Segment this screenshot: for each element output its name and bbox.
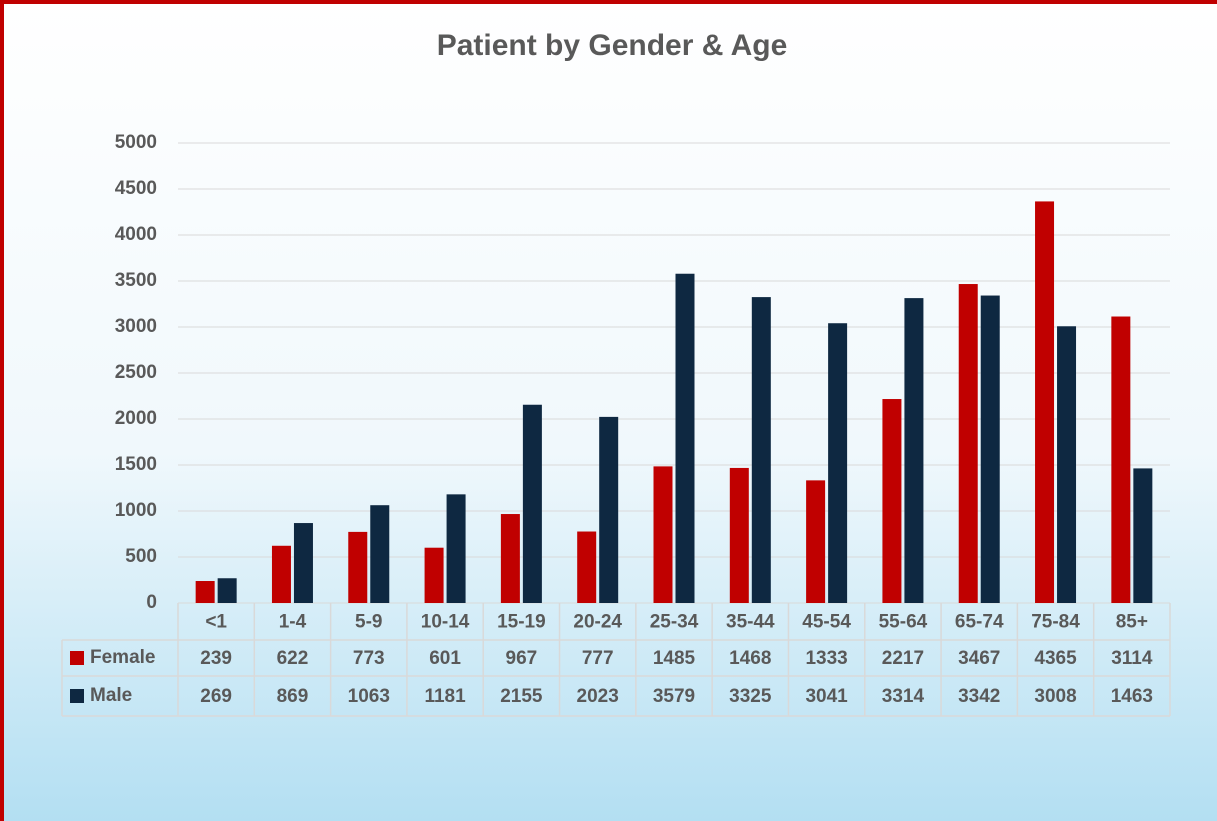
bar: [980, 295, 1000, 603]
y-tick-label: 0: [146, 592, 157, 613]
table-cell: 269: [200, 686, 232, 707]
table-cell: 2023: [577, 686, 619, 707]
legend-swatch: [70, 651, 84, 665]
x-tick-label: 15-19: [497, 612, 546, 633]
x-tick-label: 20-24: [573, 612, 622, 633]
table-cell: 3325: [729, 686, 772, 707]
table-cell: 1333: [805, 648, 847, 669]
y-tick-label: 2500: [115, 362, 157, 383]
bar: [882, 399, 902, 603]
y-tick-label: 4500: [115, 178, 157, 199]
bar: [904, 298, 924, 603]
bar: [522, 404, 542, 603]
y-tick-label: 3500: [115, 270, 157, 291]
legend-label: Male: [90, 685, 132, 706]
bar: [195, 581, 215, 603]
table-cell: 1181: [424, 686, 466, 707]
x-tick-label: 35-44: [726, 612, 775, 633]
table-cell: 4365: [1034, 648, 1077, 669]
bar: [348, 531, 368, 603]
x-tick-label: 65-74: [955, 612, 1004, 633]
table-cell: 3579: [653, 686, 695, 707]
x-tick-label: 5-9: [355, 612, 382, 633]
x-tick-label: 85+: [1116, 612, 1148, 633]
bar: [653, 466, 673, 603]
table-cell: 1485: [653, 648, 696, 669]
table-cell: 1463: [1111, 686, 1153, 707]
legend-label: Female: [90, 647, 155, 668]
bar: [751, 297, 771, 603]
legend-swatch: [70, 689, 84, 703]
table-cell: 773: [353, 648, 385, 669]
x-tick-label: <1: [205, 612, 227, 633]
table-cell: 1468: [729, 648, 771, 669]
x-tick-label: 55-64: [879, 612, 928, 633]
table-cell: 967: [506, 648, 538, 669]
bar: [599, 416, 619, 603]
table-cell: 3314: [882, 686, 925, 707]
bar: [1057, 326, 1077, 603]
bar: [217, 578, 237, 603]
y-tick-label: 5000: [115, 132, 157, 153]
bar: [729, 467, 749, 603]
table-cell: 2217: [882, 648, 924, 669]
table-cell: 3008: [1034, 686, 1076, 707]
x-tick-label: 25-34: [650, 612, 699, 633]
table-cell: 3342: [958, 686, 1000, 707]
x-tick-label: 10-14: [421, 612, 470, 633]
bar: [370, 505, 390, 603]
table-cell: 601: [429, 648, 461, 669]
table-cell: 2155: [500, 686, 543, 707]
y-tick-label: 500: [125, 546, 157, 567]
table-cell: 622: [277, 648, 309, 669]
chart-title: Patient by Gender & Age: [437, 29, 788, 62]
table-cell: 777: [582, 648, 614, 669]
table-cell: 239: [200, 648, 232, 669]
bar: [1035, 201, 1055, 604]
bar: [806, 480, 826, 603]
bar: [271, 545, 291, 603]
y-tick-label: 2000: [115, 408, 157, 429]
table-cell: 1063: [348, 686, 390, 707]
bar: [424, 547, 444, 603]
bar: [577, 531, 597, 603]
y-tick-label: 1000: [115, 500, 157, 521]
bar: [828, 323, 848, 603]
y-tick-label: 1500: [115, 454, 157, 475]
table-cell: 3114: [1111, 648, 1153, 669]
bar: [958, 284, 978, 603]
x-tick-label: 45-54: [802, 612, 851, 633]
x-tick-label: 75-84: [1031, 612, 1080, 633]
y-tick-label: 3000: [115, 316, 157, 337]
bar: [675, 273, 695, 603]
table-cell: 3041: [805, 686, 848, 707]
y-tick-label: 4000: [115, 224, 157, 245]
x-tick-label: 1-4: [279, 612, 307, 633]
bar: [1111, 316, 1131, 603]
bar: [293, 523, 313, 603]
table-cell: 3467: [958, 648, 1000, 669]
bar: [1133, 468, 1153, 603]
bar: [500, 514, 520, 603]
table-cell: 869: [277, 686, 309, 707]
bar: [446, 494, 466, 603]
